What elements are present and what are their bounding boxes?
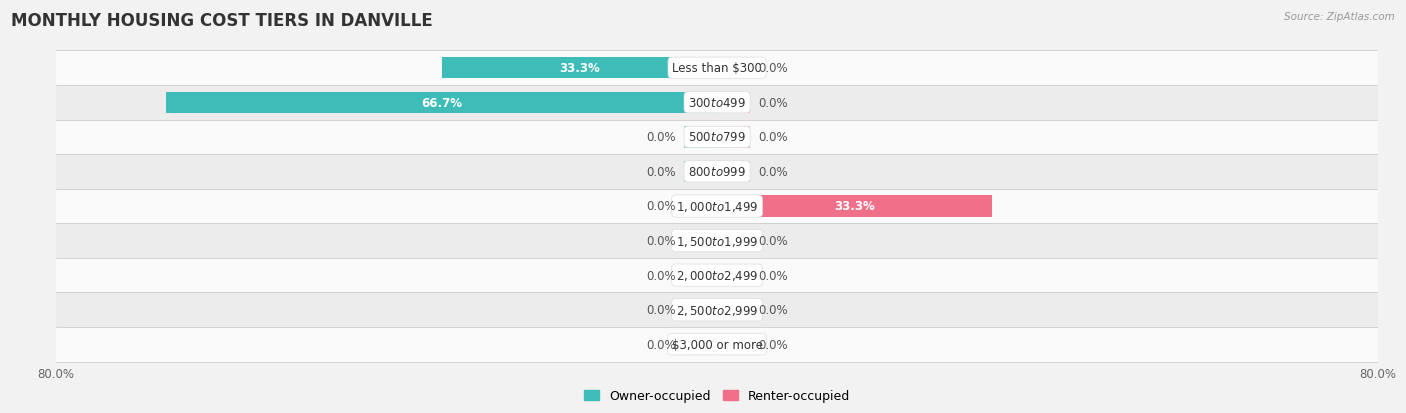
Text: 0.0%: 0.0% [758,97,787,109]
Text: 0.0%: 0.0% [758,131,787,144]
Bar [717,196,993,217]
Text: 0.0%: 0.0% [647,338,676,351]
Bar [717,161,751,183]
Bar [685,334,717,355]
Bar [56,155,1378,189]
Text: 0.0%: 0.0% [758,304,787,316]
Bar [717,196,751,217]
Bar [685,265,717,286]
Bar [56,86,1378,120]
Bar [685,230,717,252]
Bar [685,196,717,217]
Bar [685,161,717,183]
Text: Less than $300: Less than $300 [672,62,762,75]
Text: 0.0%: 0.0% [647,235,676,247]
Bar [685,58,717,79]
Text: $500 to $799: $500 to $799 [688,131,747,144]
Text: $2,000 to $2,499: $2,000 to $2,499 [676,268,758,282]
Bar [441,58,717,79]
Bar [166,93,717,114]
Text: $3,000 or more: $3,000 or more [672,338,762,351]
Bar [717,58,751,79]
Text: $1,000 to $1,499: $1,000 to $1,499 [676,199,758,214]
Text: Source: ZipAtlas.com: Source: ZipAtlas.com [1284,12,1395,22]
Bar [685,93,717,114]
Bar [717,127,751,148]
Text: 0.0%: 0.0% [647,166,676,178]
Bar [56,327,1378,362]
Bar [717,299,751,320]
Bar [56,224,1378,258]
Bar [56,120,1378,155]
Bar [717,196,993,217]
Text: 0.0%: 0.0% [647,200,676,213]
Bar [717,334,751,355]
Text: $300 to $499: $300 to $499 [688,97,747,109]
Text: 66.7%: 66.7% [420,97,463,109]
Bar [56,51,1378,86]
Text: 0.0%: 0.0% [647,304,676,316]
Text: MONTHLY HOUSING COST TIERS IN DANVILLE: MONTHLY HOUSING COST TIERS IN DANVILLE [11,12,433,30]
Text: 0.0%: 0.0% [758,269,787,282]
Bar [685,127,717,148]
Text: 0.0%: 0.0% [758,166,787,178]
Text: 0.0%: 0.0% [647,269,676,282]
Bar [56,293,1378,327]
Text: $800 to $999: $800 to $999 [688,166,747,178]
Text: $2,500 to $2,999: $2,500 to $2,999 [676,303,758,317]
Legend: Owner-occupied, Renter-occupied: Owner-occupied, Renter-occupied [579,385,855,408]
Bar [56,189,1378,224]
Text: 33.3%: 33.3% [560,62,600,75]
Text: 0.0%: 0.0% [758,338,787,351]
Bar [717,265,751,286]
Text: 0.0%: 0.0% [758,62,787,75]
Text: 33.3%: 33.3% [834,200,875,213]
Text: 0.0%: 0.0% [758,235,787,247]
Bar [56,258,1378,293]
Bar [685,299,717,320]
Bar [717,93,751,114]
Text: 0.0%: 0.0% [647,131,676,144]
Text: $1,500 to $1,999: $1,500 to $1,999 [676,234,758,248]
Bar [166,93,717,114]
Bar [717,230,751,252]
Bar [441,58,717,79]
